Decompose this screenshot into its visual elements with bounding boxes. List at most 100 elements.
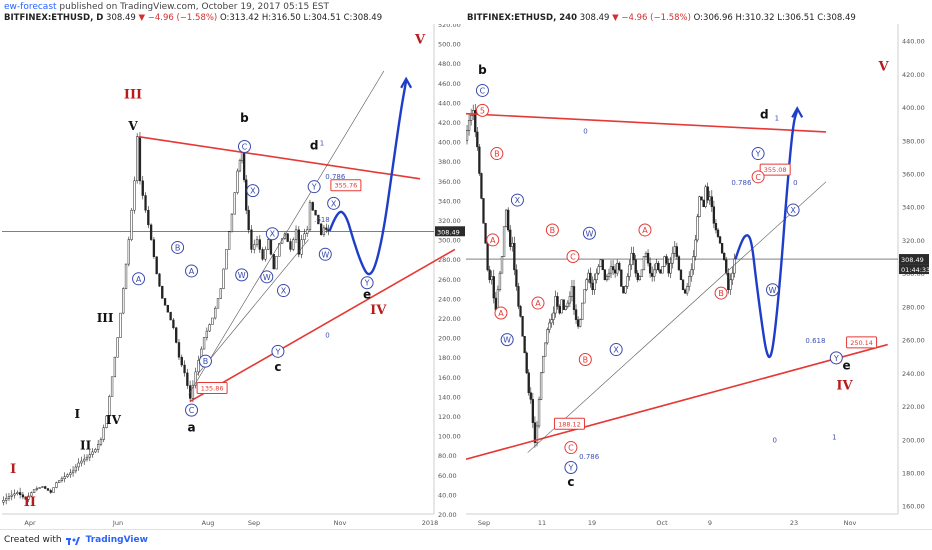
candle-body — [634, 259, 637, 274]
wave-minor-label: c — [567, 475, 574, 489]
candle-body — [519, 306, 522, 317]
last-price-box — [899, 254, 929, 265]
created-with-text: Created with — [4, 535, 62, 545]
price-tick-label: 380.00 — [902, 137, 925, 145]
price-tick-label: 160.00 — [902, 503, 925, 511]
candle-body — [683, 289, 687, 294]
wave-circle-label: B — [203, 357, 209, 366]
candle-body — [558, 306, 561, 314]
price-tick-label: 360.00 — [902, 170, 925, 178]
candle-body — [286, 233, 289, 242]
price-tick-label: 340.00 — [438, 197, 461, 205]
candle-body — [155, 256, 158, 275]
candle-body — [587, 272, 590, 281]
price-tick-label: 280.00 — [438, 256, 461, 264]
candle-body — [21, 494, 25, 498]
right-open: O:306.96 — [693, 13, 733, 23]
candle-body — [488, 269, 491, 281]
candle-body — [191, 384, 195, 399]
price-tick-label: 460.00 — [438, 80, 461, 88]
wave-circle-marker — [318, 247, 332, 261]
fib-label: 0 — [793, 179, 797, 187]
candle-body — [16, 492, 19, 494]
fib-label: 1 — [775, 114, 779, 122]
wave-minor-label: b — [240, 111, 249, 125]
candle-body — [314, 209, 317, 216]
wave-circle-marker — [609, 343, 623, 357]
last-price-label: 308.49 — [901, 256, 924, 264]
wave-circle-label: Y — [755, 150, 761, 159]
candle-body — [731, 272, 734, 281]
candle-body — [52, 487, 55, 493]
candle-body — [136, 136, 139, 182]
wave-circle-label: Y — [833, 354, 839, 363]
candle-body — [688, 276, 691, 287]
candle-body — [113, 356, 117, 378]
price-tick-label: 440.00 — [438, 99, 461, 107]
candle-body — [673, 246, 676, 254]
price-tick-label: 480.00 — [438, 60, 461, 68]
candle-body — [227, 231, 231, 250]
four-hour-chart[interactable]: 440.00 420.00 400.00 380.00 360.00 340.00 320.… — [466, 24, 932, 530]
candle-body — [272, 254, 275, 270]
left-change-value: −4.96 (−1.58%) — [147, 13, 218, 23]
wave-minor-label: d — [760, 108, 769, 122]
candle-body — [507, 209, 510, 231]
candle-body — [533, 422, 537, 443]
candle-body — [46, 488, 50, 491]
wave-circle-label: X — [270, 230, 276, 239]
candle-body — [466, 130, 469, 141]
tradingview-brand[interactable]: TradingView — [85, 535, 148, 545]
candle-body — [607, 272, 611, 277]
candle-body — [692, 256, 695, 271]
candle-body — [626, 276, 629, 287]
candle-body — [568, 296, 572, 304]
right-symbol-line: BITFINEX:ETHUSD, 240 308.49 ▼ −4.96 (−1.… — [467, 13, 856, 23]
candle-body — [638, 276, 641, 281]
candle-body — [694, 239, 697, 257]
candle-body — [611, 266, 615, 271]
price-tick-label: 200.00 — [438, 335, 461, 343]
candle-body — [521, 316, 524, 337]
candle-body — [552, 312, 555, 320]
wave-circle-marker — [271, 344, 285, 358]
candle-body — [657, 262, 660, 271]
wave-circle-label: X — [613, 346, 619, 355]
projection-path — [734, 110, 799, 359]
wave-circle-marker — [360, 276, 374, 290]
candle-body — [572, 286, 576, 310]
candle-body — [595, 272, 598, 281]
candle-body — [517, 286, 520, 307]
wave-circle-label: C — [755, 173, 761, 182]
candle-body — [94, 449, 97, 453]
candle-body — [599, 259, 602, 267]
candle-body — [163, 298, 167, 306]
candle-body — [133, 180, 136, 211]
daily-chart[interactable]: 520.00 500.00 480.00 460.00 440.00 420.00 400.… — [0, 24, 466, 530]
candle-body — [18, 492, 22, 495]
time-tick-label: Aug — [202, 519, 215, 527]
candle-body — [27, 495, 30, 500]
candle-body — [492, 276, 495, 299]
wave-circle-marker — [714, 286, 728, 300]
projection-path — [328, 80, 408, 276]
price-tick-label: 240.00 — [438, 295, 461, 303]
candle-body — [225, 249, 228, 270]
price-tag-label: 250.14 — [850, 339, 873, 347]
wave-circle-marker — [475, 83, 489, 97]
candle-body — [486, 243, 489, 271]
author-link[interactable]: ew-forecast — [4, 2, 57, 12]
candle-body — [669, 262, 672, 274]
candle-body — [66, 474, 69, 478]
price-tick-label: 140.00 — [438, 393, 461, 401]
candle-body — [149, 224, 153, 240]
candle-body — [158, 273, 161, 287]
wave-circle-label: X — [250, 187, 256, 196]
candle-body — [702, 199, 705, 207]
candle-body — [690, 269, 693, 277]
candle-body — [504, 209, 508, 227]
left-high: H:316.50 — [261, 13, 301, 23]
wave-circle-label: C — [242, 143, 248, 152]
candle-body — [589, 272, 592, 284]
wave-circle-label: C — [570, 253, 576, 262]
